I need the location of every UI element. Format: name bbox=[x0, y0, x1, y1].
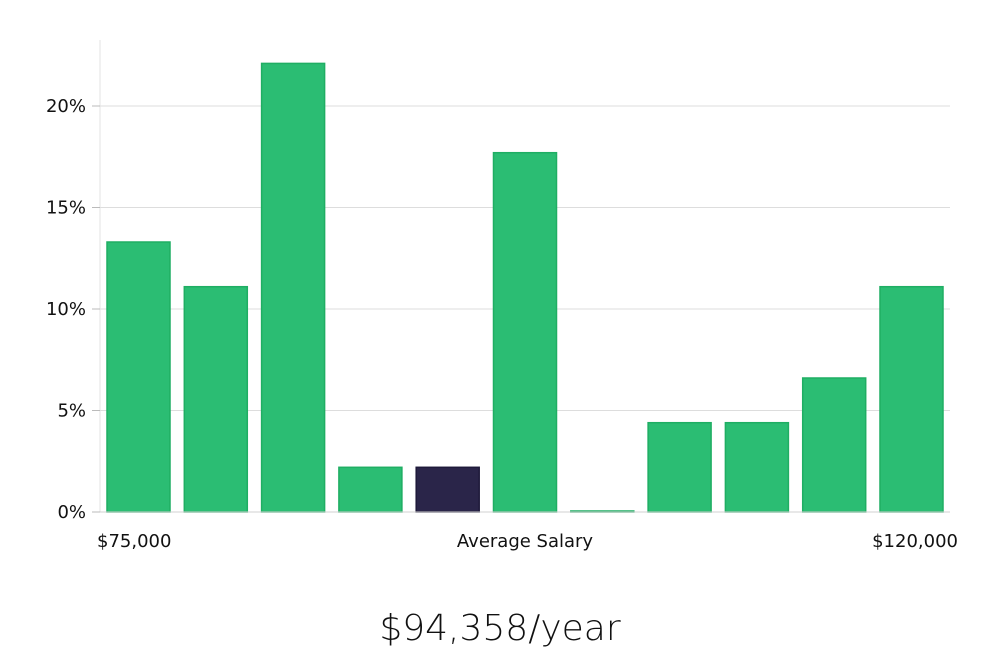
y-tick-label: 15% bbox=[46, 198, 86, 219]
bar bbox=[106, 241, 171, 513]
bars bbox=[106, 62, 944, 513]
bar bbox=[492, 151, 558, 513]
y-tick-label: 10% bbox=[46, 299, 86, 320]
bar bbox=[879, 285, 944, 513]
y-tick-label: 20% bbox=[46, 96, 86, 117]
bar-highlighted bbox=[415, 466, 480, 513]
bar bbox=[183, 285, 249, 513]
bar bbox=[801, 377, 867, 513]
average-salary-value: $94,358/year bbox=[379, 608, 621, 649]
y-axis: 0% 5% 10% 15% 20% bbox=[46, 96, 100, 523]
bar bbox=[338, 466, 403, 513]
x-axis-title: Average Salary bbox=[457, 531, 594, 552]
bar bbox=[260, 62, 326, 513]
x-range-end-label: $120,000 bbox=[872, 531, 958, 552]
salary-histogram: 0% 5% 10% 15% 20% $75,000 Average Salary $12… bbox=[46, 40, 958, 552]
y-tick-label: 5% bbox=[57, 401, 86, 422]
bar bbox=[647, 421, 712, 513]
y-tick-label: 0% bbox=[57, 502, 86, 523]
x-range-start-label: $75,000 bbox=[97, 531, 171, 552]
bar bbox=[724, 421, 790, 513]
